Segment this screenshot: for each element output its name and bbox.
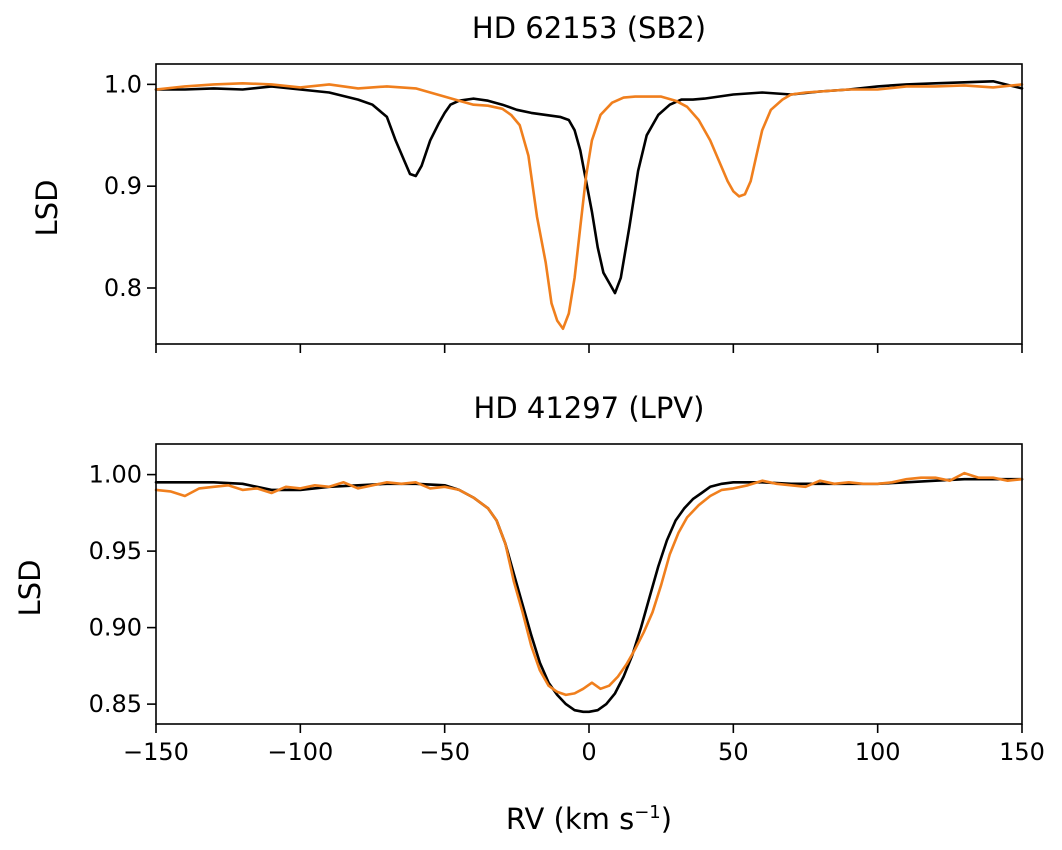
panel-bottom-y-axis-label: LSD bbox=[13, 560, 47, 617]
panel-bottom-x-axis-label: RV (km s−1) bbox=[506, 802, 672, 836]
panel-top-series-2-line bbox=[154, 82, 1024, 331]
panel-top-y-tick-label: 0.9 bbox=[104, 172, 142, 200]
panel-bottom-title: HD 41297 (LPV) bbox=[474, 391, 705, 425]
panel-bottom-ticks: −150 −100 −50 0 50 100 150 0.85 0.90 0.95 1.00 bbox=[89, 461, 1045, 766]
panel-bottom-series-2-line bbox=[154, 471, 1024, 697]
x-axis-label-superscript: −1 bbox=[634, 802, 661, 823]
panel-top: HD 62153 (SB2) LSD 0.8 0.9 1.0 bbox=[30, 11, 1024, 353]
panel-bottom-x-tick-label: −50 bbox=[419, 738, 470, 766]
panel-bottom-y-tick-label: 0.85 bbox=[89, 690, 142, 718]
panel-bottom-frame bbox=[155, 443, 1023, 725]
x-axis-label-end: ) bbox=[661, 802, 672, 836]
panel-top-y-tick-label: 1.0 bbox=[104, 70, 142, 98]
panel-top-y-tick-label: 0.8 bbox=[104, 274, 142, 302]
panel-bottom-x-tick-label: −100 bbox=[267, 738, 333, 766]
panel-bottom-y-tick-label: 1.00 bbox=[89, 461, 142, 489]
panel-top-title: HD 62153 (SB2) bbox=[472, 11, 706, 45]
panel-bottom-x-tick-label: 100 bbox=[855, 738, 901, 766]
panel-bottom-x-tick-label: 150 bbox=[999, 738, 1045, 766]
panel-top-series bbox=[154, 80, 1024, 331]
panel-bottom-x-tick-label: 50 bbox=[718, 738, 749, 766]
x-axis-label-base: RV (km s bbox=[506, 802, 634, 836]
panel-bottom-series bbox=[154, 471, 1024, 714]
panel-top-y-axis-label: LSD bbox=[30, 180, 64, 237]
panel-bottom-y-tick-label: 0.90 bbox=[89, 614, 142, 642]
panel-bottom-x-tick-label: 0 bbox=[581, 738, 596, 766]
panel-top-ticks: 0.8 0.9 1.0 bbox=[104, 70, 1023, 353]
panel-bottom: HD 41297 (LPV) LSD −150 −100 −50 0 50 100 150 0… bbox=[13, 391, 1045, 836]
panel-bottom-x-tick-label: −150 bbox=[123, 738, 189, 766]
panel-bottom-y-tick-label: 0.95 bbox=[89, 537, 142, 565]
panel-top-series-1-line bbox=[154, 80, 1024, 295]
panel-bottom-series-1-line bbox=[154, 477, 1024, 714]
panel-top-frame bbox=[155, 63, 1023, 345]
